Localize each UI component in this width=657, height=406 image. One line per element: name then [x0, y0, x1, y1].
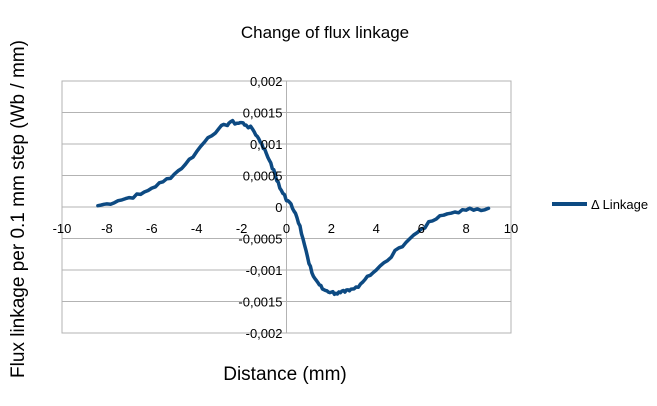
x-tick-label: 10: [504, 221, 518, 236]
y-tick-label: -0,0005: [238, 232, 282, 247]
y-tick-label: 0,0015: [243, 106, 283, 121]
x-tick-label: -2: [236, 221, 248, 236]
x-tick-label: -4: [191, 221, 203, 236]
x-tick-label: 8: [462, 221, 469, 236]
y-tick-label: -0,0015: [238, 295, 282, 310]
x-tick-label: 2: [328, 221, 335, 236]
y-tick-label: -0,002: [246, 326, 283, 341]
series-layer: [96, 118, 491, 297]
y-tick-label: 0,002: [250, 74, 283, 89]
plot-area: -10 -8 -6 -4 -2 0 2 4 6 8 10 0,002 0,0015 0,001 0,000…: [53, 74, 519, 341]
y-tick-label: -0,001: [246, 263, 283, 278]
x-tick-label: 0: [283, 221, 290, 236]
x-tick-label: 6: [418, 221, 425, 236]
x-tick-label: -10: [53, 221, 72, 236]
legend: Δ Linkage: [552, 197, 648, 212]
x-tick-labels: -10 -8 -6 -4 -2 0 2 4 6 8 10: [53, 221, 519, 236]
y-tick-label: 0,0005: [243, 169, 283, 184]
x-tick-label: -8: [101, 221, 113, 236]
x-tick-label: -6: [146, 221, 158, 236]
y-tick-labels: 0,002 0,0015 0,001 0,0005 0 -0,0005 -0,001 -0,0…: [238, 74, 282, 341]
y-tick-label: 0,001: [250, 137, 283, 152]
y-axis-label: Flux linkage per 0.1 mm step (Wb / mm): [8, 40, 29, 378]
axes: [62, 81, 511, 333]
chart-title: Change of flux linkage: [241, 23, 409, 42]
legend-label: Δ Linkage: [591, 197, 648, 212]
y-tick-label: 0: [275, 200, 282, 215]
x-tick-label: 4: [373, 221, 380, 236]
x-axis-label: Distance (mm): [223, 364, 347, 385]
series-line: [96, 118, 491, 297]
